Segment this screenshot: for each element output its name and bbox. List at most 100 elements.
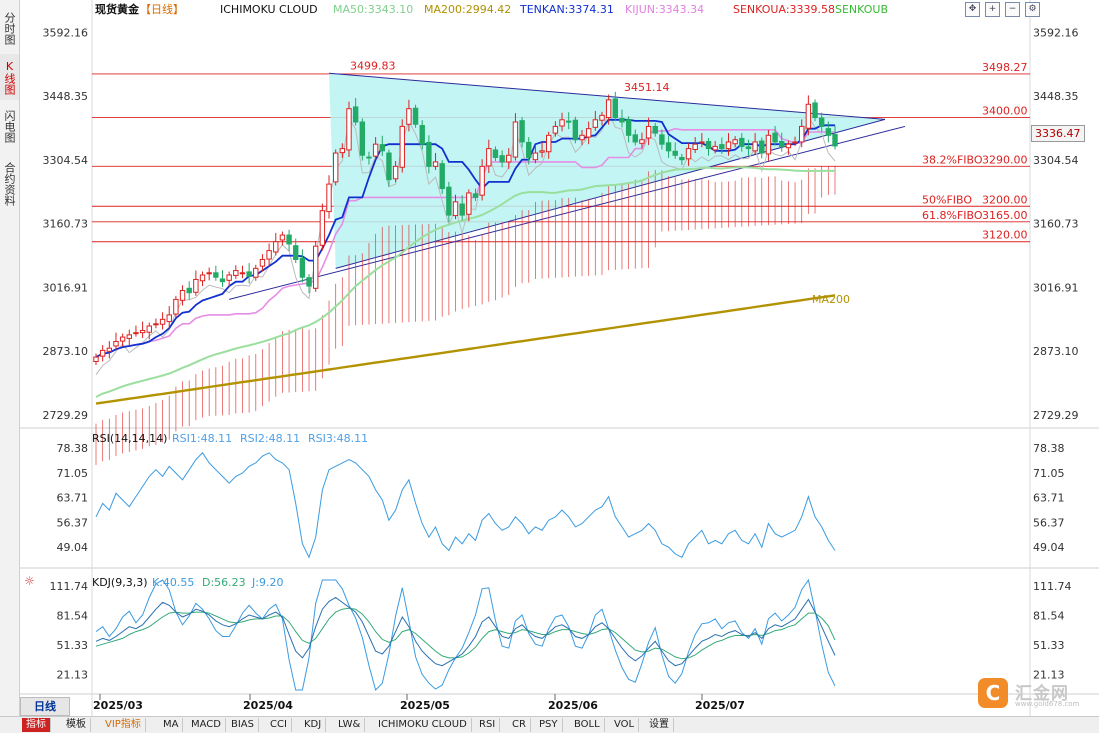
tab-rsi[interactable]: RSI <box>475 718 501 732</box>
candle-body <box>386 152 392 181</box>
candle-body <box>632 134 638 143</box>
candle-body <box>406 108 412 125</box>
candle-body <box>592 119 599 128</box>
current-price-tag: 3336.47 <box>1031 125 1085 142</box>
candle <box>659 129 665 150</box>
candle <box>266 243 272 267</box>
candle-body <box>719 144 725 150</box>
candle-body <box>472 193 479 198</box>
tab-kdj[interactable]: KDJ <box>300 718 327 732</box>
candle-body <box>439 163 445 190</box>
tab-cci[interactable]: CCI <box>266 718 292 732</box>
y-tick-right: 3304.54 <box>1033 154 1079 167</box>
candle-body <box>645 125 652 139</box>
candle <box>732 136 738 148</box>
candle-body <box>286 234 292 245</box>
candle <box>645 117 652 146</box>
candle <box>452 194 459 220</box>
candle-body <box>625 119 632 136</box>
tab-vip-indicators[interactable]: VIP指标 <box>101 718 146 732</box>
candle-body <box>665 142 672 152</box>
candle <box>592 110 599 131</box>
tab-flash[interactable]: 闪电图 <box>3 109 16 143</box>
ma50-line <box>95 166 835 398</box>
move-icon[interactable]: ✥ <box>965 2 980 17</box>
candle <box>233 265 239 279</box>
tab-bias[interactable]: BIAS <box>227 718 259 732</box>
candle <box>166 306 172 329</box>
candle-body <box>153 323 159 326</box>
tab-ichimoku[interactable]: ICHIMOKU CLOUD <box>374 718 472 732</box>
candle-body <box>679 156 685 161</box>
candle-body <box>559 119 565 127</box>
zoom-in-icon[interactable]: + <box>985 2 1000 17</box>
candle <box>119 333 126 347</box>
candle-body <box>772 132 778 143</box>
candle-body <box>825 128 832 136</box>
tab-lw[interactable]: LW& <box>334 718 366 732</box>
candle <box>665 135 672 158</box>
candle <box>565 112 572 130</box>
candle <box>406 99 412 132</box>
candle <box>306 274 312 294</box>
candle-body <box>818 117 825 127</box>
rsi-y-tick: 78.38 <box>57 442 89 455</box>
candle-body <box>506 154 512 163</box>
rsi-label: RSI3:48.11 <box>308 432 368 445</box>
candle-body <box>379 144 385 152</box>
candle <box>812 99 818 122</box>
tab-psy[interactable]: PSY <box>535 718 563 732</box>
candle <box>419 120 425 150</box>
ma200-line <box>95 294 836 405</box>
tab-timeshare[interactable]: 分时图 <box>3 11 16 45</box>
fibo-label: 38.2%FIBO <box>922 153 983 166</box>
tab-settings[interactable]: 设置 <box>645 718 674 732</box>
candle-body <box>179 290 186 301</box>
tab-ma[interactable]: MA <box>159 718 184 732</box>
candle <box>572 116 579 144</box>
tab-contract-info[interactable]: 合约资料 <box>3 162 16 206</box>
candle-body <box>785 143 792 149</box>
candle-body <box>326 183 332 213</box>
tab-templates[interactable]: 模板 <box>62 718 91 732</box>
tab-boll[interactable]: BOLL <box>570 718 605 732</box>
candle <box>479 159 485 201</box>
candles <box>93 91 838 366</box>
x-tick-label: 2025/06 <box>548 699 598 712</box>
candle-body <box>233 270 239 276</box>
tab-macd[interactable]: MACD <box>187 718 226 732</box>
legend-item: SENKOUB <box>835 3 888 16</box>
period-button[interactable]: 日线 <box>20 697 70 716</box>
tab-indicators[interactable]: 指标 <box>22 718 51 732</box>
candle-body <box>486 148 492 167</box>
candle-body <box>346 108 352 151</box>
zoom-out-icon[interactable]: − <box>1005 2 1020 17</box>
tenkan-line <box>95 118 835 358</box>
candle-body <box>639 139 645 144</box>
candle-body <box>432 161 439 167</box>
candle-body <box>725 141 732 150</box>
y-tick-left: 3016.91 <box>43 281 89 294</box>
kdj-label: K:40.55 <box>152 576 194 589</box>
candle-body <box>306 277 312 287</box>
candle-body <box>705 141 712 150</box>
candle <box>712 141 718 154</box>
candle-body <box>126 334 132 339</box>
settings-icon[interactable]: ⚙ <box>1025 2 1040 17</box>
tab-kline[interactable]: K线图 <box>0 54 19 100</box>
rsi-line <box>95 452 836 559</box>
x-tick-label: 2025/05 <box>400 699 450 712</box>
candle <box>672 142 678 159</box>
candle <box>512 113 519 161</box>
candle <box>253 264 259 281</box>
candle-body <box>692 143 698 150</box>
candle-body <box>526 141 532 158</box>
tab-vol[interactable]: VOL <box>610 718 640 732</box>
candle-body <box>366 156 372 159</box>
kdj-y-tick: 111.74 <box>50 580 89 593</box>
kdj-title: KDJ(9,3,3) <box>92 576 148 589</box>
candle <box>186 281 192 300</box>
tab-cr[interactable]: CR <box>508 718 531 732</box>
rsi-label: RSI2:48.11 <box>240 432 300 445</box>
